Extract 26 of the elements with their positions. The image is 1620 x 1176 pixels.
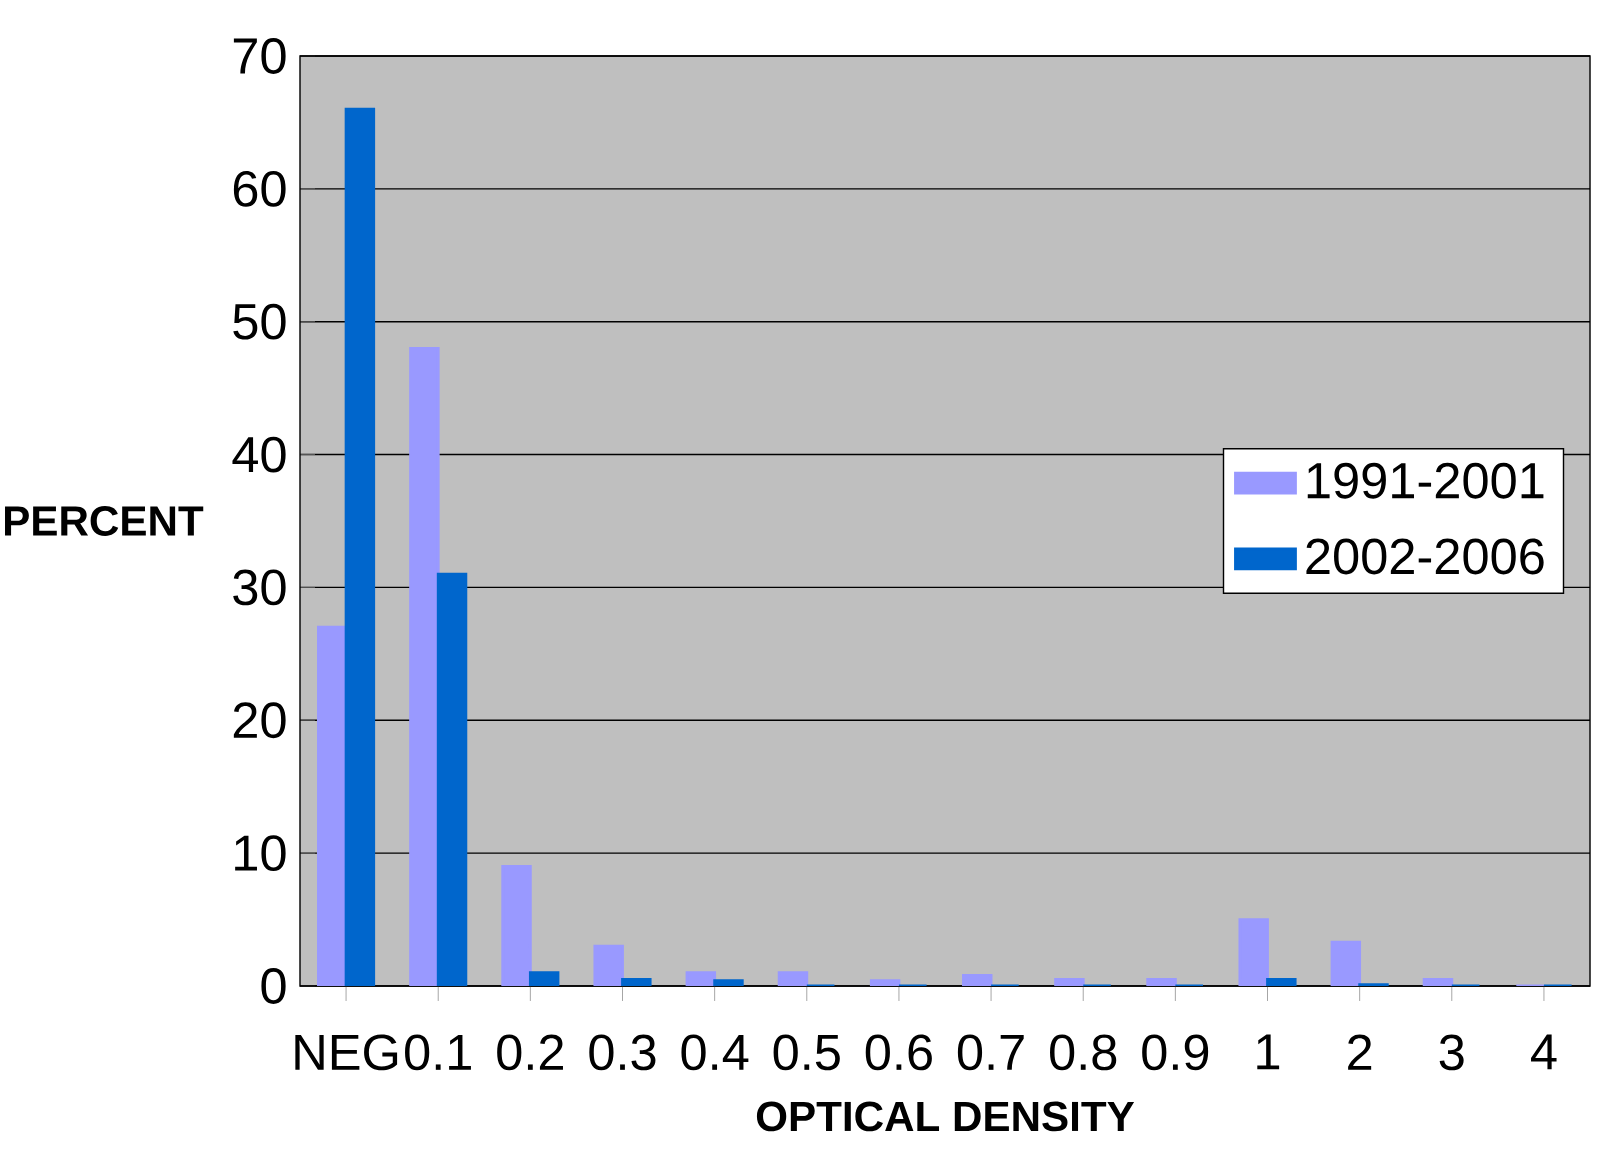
- y-tick-label: 20: [233, 702, 286, 739]
- y-tick-label: 60: [233, 170, 286, 207]
- y-tick-label: 40: [232, 436, 286, 473]
- y-tick-label: 70: [233, 38, 286, 74]
- x-tick-label: 4: [1531, 1034, 1557, 1070]
- y-axis-title: PERCENT: [5, 506, 204, 536]
- x-tick-label: 0.5: [773, 1034, 840, 1071]
- y-tick-label: 10: [235, 835, 286, 872]
- x-tick-label: NEG: [295, 1034, 398, 1071]
- legend-label: 1991-2001: [1307, 462, 1544, 499]
- x-tick-label: 3: [1439, 1034, 1464, 1071]
- y-tick-label: 0: [261, 968, 286, 1004]
- legend-label: 2002-2006: [1306, 538, 1544, 575]
- x-axis-title: OPTICAL DENSITY: [756, 1101, 1135, 1132]
- x-tick-label: 0.4: [681, 1034, 749, 1071]
- x-tick-label: 1: [1257, 1034, 1280, 1070]
- x-tick-label: 0.7: [957, 1034, 1024, 1071]
- y-tick-label: 50: [233, 303, 286, 340]
- y-tick-label: 30: [233, 569, 286, 606]
- x-tick-label: 2: [1348, 1034, 1372, 1070]
- x-tick-label: 0.1: [405, 1034, 471, 1071]
- x-tick-label: 0.2: [497, 1034, 563, 1071]
- x-tick-label: 0.8: [1050, 1034, 1117, 1071]
- x-tick-label: 0.6: [865, 1034, 932, 1071]
- x-tick-label: 0.3: [589, 1034, 656, 1071]
- x-tick-label: 0.9: [1142, 1034, 1209, 1071]
